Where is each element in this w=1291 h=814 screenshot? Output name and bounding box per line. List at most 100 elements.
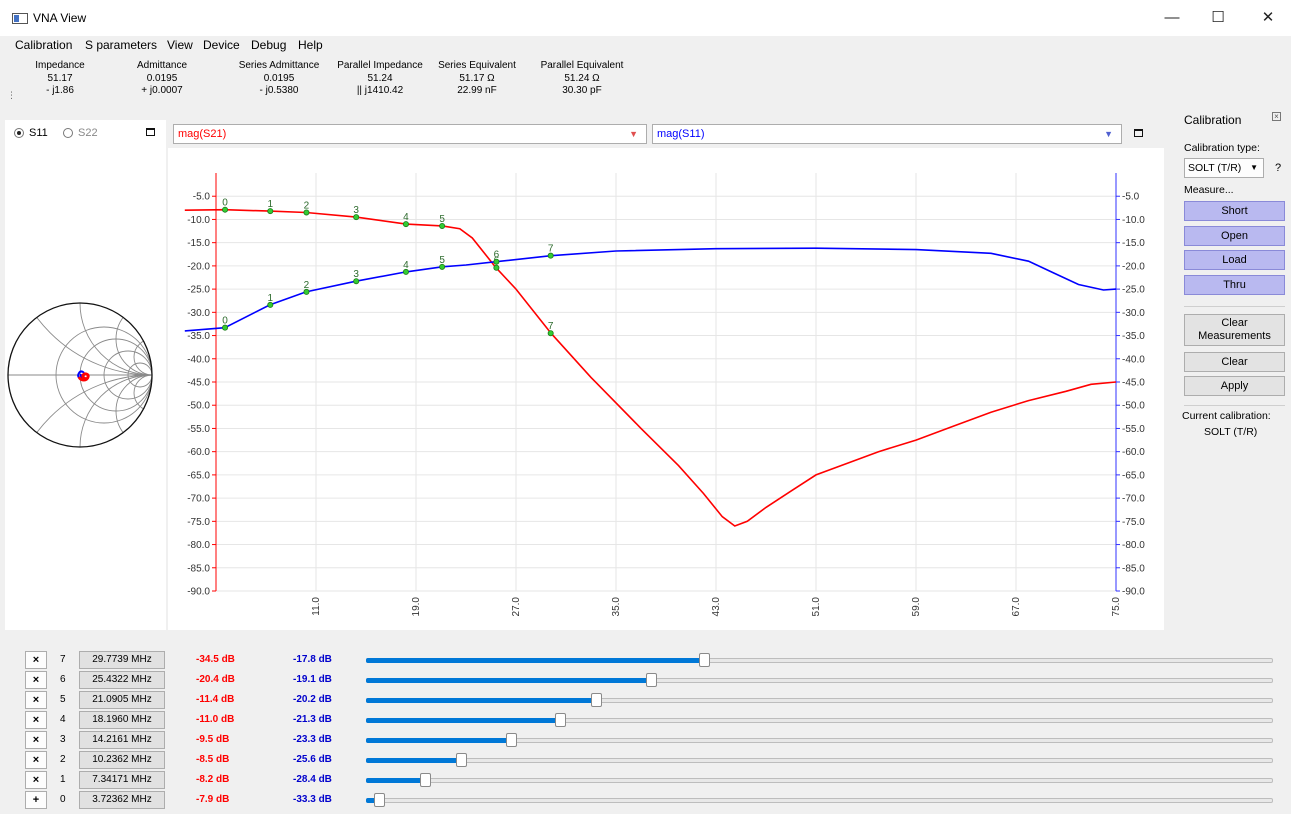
help-icon[interactable]: ?: [1275, 162, 1282, 174]
marker-slider-handle[interactable]: [506, 733, 518, 747]
smith-maximize-icon[interactable]: [146, 128, 155, 136]
short-button[interactable]: Short: [1184, 201, 1285, 221]
marker-frequency[interactable]: 29.7739 MHz: [79, 651, 165, 669]
marker-slider-track[interactable]: [366, 758, 1273, 763]
y-tick-label-right: -10.0: [1122, 215, 1145, 226]
apply-button[interactable]: Apply: [1184, 376, 1285, 396]
marker-s21-value: -8.5 dB: [196, 754, 230, 765]
remove-marker-button[interactable]: ×: [25, 731, 47, 749]
marker-slider-handle[interactable]: [699, 653, 711, 667]
marker-s11-value: -19.1 dB: [293, 674, 332, 685]
y-tick-label-left: -65.0: [187, 470, 210, 481]
marker-slider-handle[interactable]: [373, 793, 385, 807]
menu-debug[interactable]: Debug: [251, 38, 287, 52]
thru-button[interactable]: Thru: [1184, 275, 1285, 295]
marker-slider-handle[interactable]: [456, 753, 468, 767]
y-tick-label-left: -35.0: [187, 331, 210, 342]
admittance-readout: Admittance 0.0195 + j0.0007: [127, 60, 197, 98]
marker-index: 0: [60, 794, 66, 805]
marker-point-s11[interactable]: [353, 278, 360, 285]
add-marker-button[interactable]: +: [25, 791, 47, 809]
parallel-equivalent-resistance: 51.24 Ω: [564, 72, 600, 84]
marker-slider-handle[interactable]: [555, 713, 567, 727]
marker-s21-value: -11.0 dB: [196, 714, 235, 725]
chevron-down-icon: ▼: [1250, 163, 1258, 172]
marker-label-s21: 2: [304, 200, 310, 211]
marker-s21-value: -7.9 dB: [196, 794, 230, 805]
marker-point-s11[interactable]: [493, 258, 500, 265]
marker-frequency[interactable]: 25.4322 MHz: [79, 671, 165, 689]
marker-slider-track[interactable]: [366, 778, 1273, 783]
y-tick-label-right: -40.0: [1122, 354, 1145, 365]
x-tick-label: 51.0: [811, 597, 822, 617]
marker-point-s21[interactable]: [439, 222, 446, 229]
maximize-button[interactable]: ☐: [1211, 9, 1225, 26]
y-tick-label-right: -85.0: [1122, 563, 1145, 574]
trace-selector-bar: mag(S21) ▼ mag(S11) ▼: [168, 120, 1164, 148]
calibration-panel: Calibration × Calibration type: SOLT (T/…: [1176, 108, 1291, 508]
marker-frequency[interactable]: 10.2362 MHz: [79, 751, 165, 769]
menu-s-parameters[interactable]: S parameters: [85, 38, 158, 52]
remove-marker-button[interactable]: ×: [25, 771, 47, 789]
marker-point-s11[interactable]: [222, 324, 229, 331]
marker-point-s21[interactable]: [222, 206, 229, 213]
smith-chart: [7, 302, 153, 448]
right-trace-select[interactable]: mag(S11) ▼: [652, 124, 1122, 144]
marker-point-s21[interactable]: [493, 264, 500, 271]
x-tick-label: 59.0: [911, 597, 922, 617]
marker-point-s21[interactable]: [547, 330, 554, 337]
minimize-button[interactable]: —: [1164, 9, 1180, 26]
marker-row-1: × 1 7.34171 MHz -8.2 dB -28.4 dB: [0, 770, 1291, 790]
load-button[interactable]: Load: [1184, 250, 1285, 270]
magnitude-chart[interactable]: -5.0 -5.0 -10.0 -10.0 -15.0 -15.0 -20.0 -20.0 -2…: [168, 148, 1164, 630]
close-button[interactable]: ✕: [1261, 9, 1275, 26]
left-trace-select[interactable]: mag(S21) ▼: [173, 124, 647, 144]
calibration-type-select[interactable]: SOLT (T/R) ▼: [1184, 158, 1264, 178]
s22-radio[interactable]: [63, 128, 73, 138]
remove-marker-button[interactable]: ×: [25, 691, 47, 709]
series-line-s21: [184, 208, 1117, 527]
remove-marker-button[interactable]: ×: [25, 651, 47, 669]
marker-frequency[interactable]: 18.1960 MHz: [79, 711, 165, 729]
current-calibration-value: SOLT (T/R): [1204, 426, 1258, 438]
marker-slider-handle[interactable]: [645, 673, 657, 687]
menu-device[interactable]: Device: [203, 38, 240, 52]
clear-measurements-line2: Measurements: [1198, 330, 1271, 342]
s22-radio-label[interactable]: S22: [78, 127, 98, 139]
marker-point-s11[interactable]: [402, 268, 409, 275]
marker-point-s21[interactable]: [267, 208, 274, 215]
marker-frequency[interactable]: 3.72362 MHz: [79, 791, 165, 809]
remove-marker-button[interactable]: ×: [25, 711, 47, 729]
marker-point-s11[interactable]: [547, 252, 554, 259]
plot-maximize-icon[interactable]: [1134, 129, 1143, 137]
menu-calibration[interactable]: Calibration: [15, 38, 73, 52]
marker-frequency[interactable]: 21.0905 MHz: [79, 691, 165, 709]
marker-point-s11[interactable]: [439, 263, 446, 270]
remove-marker-button[interactable]: ×: [25, 751, 47, 769]
marker-point-s21[interactable]: [303, 209, 310, 216]
parallel-equivalent-header: Parallel Equivalent: [540, 60, 624, 71]
marker-point-s11[interactable]: [303, 288, 310, 295]
marker-slider-handle[interactable]: [591, 693, 603, 707]
open-button[interactable]: Open: [1184, 226, 1285, 246]
clear-measurements-button[interactable]: Clear Measurements: [1184, 314, 1285, 346]
marker-point-s21[interactable]: [353, 214, 360, 221]
marker-row-4: × 4 18.1960 MHz -11.0 dB -21.3 dB: [0, 710, 1291, 730]
clear-button[interactable]: Clear: [1184, 352, 1285, 372]
menu-view[interactable]: View: [167, 38, 193, 52]
marker-frequency[interactable]: 14.2161 MHz: [79, 731, 165, 749]
s11-radio[interactable]: [14, 128, 24, 138]
y-tick-label-left: -55.0: [187, 424, 210, 435]
marker-frequency[interactable]: 7.34171 MHz: [79, 771, 165, 789]
close-panel-icon[interactable]: ×: [1272, 112, 1281, 121]
menu-help[interactable]: Help: [298, 38, 323, 52]
series-admittance-imag: - j0.5380: [259, 85, 299, 96]
marker-slider-track[interactable]: [366, 798, 1273, 803]
marker-point-s11[interactable]: [267, 301, 274, 308]
drag-handle[interactable]: ⋮: [7, 90, 16, 100]
marker-row-5: × 5 21.0905 MHz -11.4 dB -20.2 dB: [0, 690, 1291, 710]
marker-point-s21[interactable]: [402, 221, 409, 228]
s11-radio-label[interactable]: S11: [29, 127, 48, 139]
marker-slider-handle[interactable]: [419, 773, 431, 787]
remove-marker-button[interactable]: ×: [25, 671, 47, 689]
